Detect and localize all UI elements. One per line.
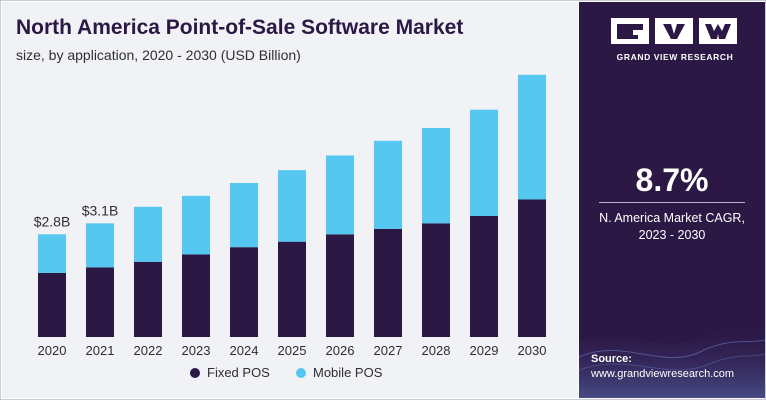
x-tick-label: 2026: [326, 343, 355, 358]
x-tick-label: 2023: [182, 343, 211, 358]
source-note: Source: www.grandviewresearch.com: [591, 352, 734, 382]
bar-fixed-pos-2027: [374, 228, 402, 337]
bar-mobile-pos-2023: [182, 195, 210, 255]
cagr-value: 8.7%: [635, 162, 709, 198]
data-label: $3.1B: [82, 202, 119, 218]
chart-panel: North America Point-of-Sale Software Mar…: [2, 2, 578, 398]
legend-label-fixed-pos: Fixed POS: [207, 365, 270, 380]
bar-mobile-pos-2030: [518, 74, 546, 200]
bar-fixed-pos-2030: [518, 199, 546, 337]
chart-title: North America Point-of-Sale Software Mar…: [16, 16, 464, 39]
bar-mobile-pos-2026: [326, 155, 354, 235]
x-tick-label: 2025: [278, 343, 307, 358]
x-tick-label: 2029: [470, 343, 499, 358]
x-tick-label: 2030: [518, 343, 547, 358]
bar-mobile-pos-2029: [470, 109, 498, 216]
bar-fixed-pos-2021: [86, 267, 114, 337]
legend-swatch-mobile-pos: [296, 368, 306, 378]
chart-subtitle: size, by application, 2020 - 2030 (USD B…: [16, 47, 301, 63]
cagr-label-line1: N. America Market CAGR,: [599, 211, 745, 225]
x-tick-label: 2024: [230, 343, 259, 358]
bar-mobile-pos-2024: [230, 183, 258, 248]
legend-label-mobile-pos: Mobile POS: [313, 365, 383, 380]
bar-chart: 2020 $2.8B 2021 $3.1B 2022 2023 2024 2025 2026 20…: [34, 74, 547, 380]
x-tick-label: 2028: [422, 343, 451, 358]
x-tick-label: 2022: [134, 343, 163, 358]
bar-fixed-pos-2020: [38, 272, 66, 337]
bar-fixed-pos-2026: [326, 234, 354, 337]
bar-mobile-pos-2028: [422, 128, 450, 224]
bar-mobile-pos-2021: [86, 223, 114, 268]
source-url[interactable]: www.grandviewresearch.com: [591, 368, 735, 380]
cagr-label: N. America Market CAGR, 2023 - 2030: [579, 210, 765, 244]
bar-fixed-pos-2023: [182, 254, 210, 337]
data-label: $2.8B: [34, 213, 71, 229]
divider: [599, 202, 745, 203]
bar-fixed-pos-2028: [422, 223, 450, 337]
info-panel: GRAND VIEW RESEARCH 8.7% N. America Mark…: [579, 2, 765, 398]
bar-mobile-pos-2020: [38, 234, 66, 273]
x-tick-label: 2027: [374, 343, 403, 358]
x-tick-label: 2020: [38, 343, 67, 358]
legend-swatch-fixed-pos: [190, 368, 200, 378]
x-tick-label: 2021: [86, 343, 115, 358]
bar-fixed-pos-2024: [230, 247, 258, 337]
logo-mark-icon: [611, 18, 737, 44]
brand-name: GRAND VIEW RESEARCH: [616, 52, 734, 62]
bar-mobile-pos-2027: [374, 140, 402, 229]
cagr-label-line2: 2023 - 2030: [638, 228, 706, 242]
bar-fixed-pos-2025: [278, 241, 306, 337]
source-label: Source:: [591, 353, 632, 365]
brand-logo: GRAND VIEW RESEARCH: [605, 18, 745, 68]
bar-mobile-pos-2025: [278, 170, 306, 242]
bar-fixed-pos-2029: [470, 216, 498, 337]
bar-mobile-pos-2022: [134, 206, 162, 262]
wave-graphic: [579, 327, 765, 398]
bar-fixed-pos-2022: [134, 261, 162, 337]
